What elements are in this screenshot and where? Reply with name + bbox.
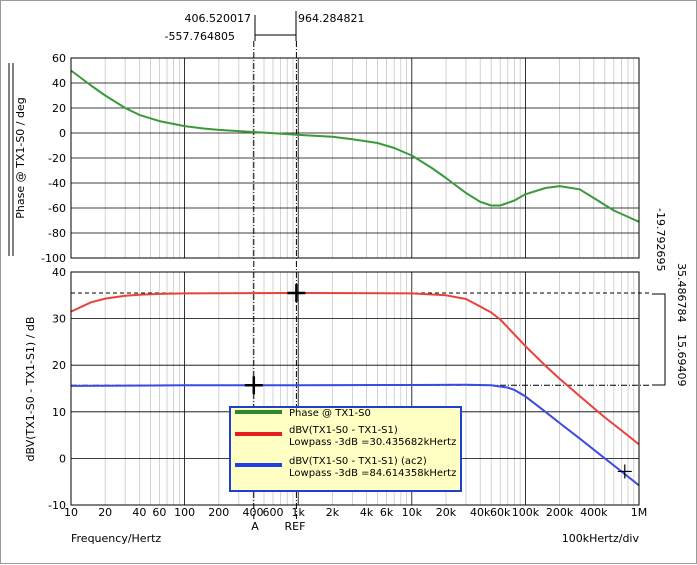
legend-box bbox=[229, 406, 462, 492]
legend-label-gain-ac2: dBV(TX1-S0 - TX1-S1) (ac2) bbox=[289, 456, 427, 467]
x-tick-label: 100 bbox=[174, 506, 195, 519]
legend-label-gain: dBV(TX1-S0 - TX1-S1) bbox=[289, 425, 398, 436]
gain-side-readout-2: 15.69409 bbox=[675, 334, 688, 387]
x-tick-label: 1k bbox=[292, 506, 306, 519]
legend-label-phase: Phase @ TX1-S0 bbox=[289, 408, 371, 419]
x-axis-ticks: 10 20 40 60 100 200 400 600 1k 2k 4k 6k 10k 20k 40k 60k… bbox=[64, 506, 647, 519]
x-tick-label: 2k bbox=[326, 506, 340, 519]
bottom-y-tick-label: 30 bbox=[52, 313, 66, 326]
x-tick-label: 20 bbox=[98, 506, 112, 519]
x-tick-label: 600 bbox=[262, 506, 283, 519]
top-y-tick-label: -80 bbox=[48, 227, 66, 240]
x-tick-label: 60k bbox=[490, 506, 511, 519]
cursor-a-readout: 406.520017 bbox=[185, 12, 251, 25]
top-y-tick-label: -60 bbox=[48, 202, 66, 215]
phase-side-readout: -19.792695 bbox=[654, 208, 667, 271]
bottom-y-tick-label: 10 bbox=[52, 406, 66, 419]
x-tick-label: 40 bbox=[132, 506, 146, 519]
x-scale-text: 100kHertz/div bbox=[562, 532, 640, 545]
cursor-ref-readout: 964.284821 bbox=[298, 12, 364, 25]
x-tick-label: 40k bbox=[470, 506, 491, 519]
gain-ac2-series-line bbox=[70, 383, 640, 487]
bottom-panel-y-label: dBV(TX1-S0 - TX1-S1) / dB bbox=[24, 317, 37, 462]
x-tick-label: 100k bbox=[512, 506, 540, 519]
x-tick-label: 20k bbox=[436, 506, 457, 519]
top-y-tick-label: -40 bbox=[48, 177, 66, 190]
top-y-tick-label: -20 bbox=[48, 152, 66, 165]
top-y-tick-label: 20 bbox=[52, 102, 66, 115]
top-panel-grid bbox=[70, 57, 639, 259]
phase-series-line bbox=[70, 69, 640, 223]
gain-side-readout-1: 35.486784 bbox=[675, 263, 688, 323]
bottom-panel-y-ticks: 40 30 20 10 0 -10 bbox=[48, 266, 66, 512]
legend-label-gain-cutoff: Lowpass -3dB =30.435682kHertz bbox=[289, 437, 456, 448]
legend-label-gain-ac2-cutoff: Lowpass -3dB =84.614358kHertz bbox=[289, 468, 456, 479]
x-axis-label: Frequency/Hertz bbox=[71, 532, 161, 545]
top-y-tick-label: -100 bbox=[41, 252, 66, 265]
cursor-delta-readout: -557.764805 bbox=[165, 30, 235, 43]
x-tick-label: 400 bbox=[242, 506, 263, 519]
x-tick-label: 200k bbox=[546, 506, 574, 519]
x-tick-label: 200 bbox=[208, 506, 229, 519]
x-tick-label: 400k bbox=[580, 506, 608, 519]
bottom-panel-frame bbox=[70, 271, 640, 506]
x-tick-label: 6k bbox=[380, 506, 394, 519]
bottom-y-tick-label: 20 bbox=[52, 359, 66, 372]
cursor-ref-label[interactable]: REF bbox=[285, 520, 306, 533]
x-tick-label: 10k bbox=[402, 506, 423, 519]
cursor-markers[interactable] bbox=[244, 284, 632, 479]
gain-side-bracket-1 bbox=[652, 293, 666, 386]
top-y-tick-label: 40 bbox=[52, 77, 66, 90]
x-tick-label: 10 bbox=[64, 506, 78, 519]
x-tick-label: 60 bbox=[152, 506, 166, 519]
gain-series-line bbox=[70, 292, 640, 446]
x-tick-label: 1M bbox=[631, 506, 648, 519]
top-y-tick-label: 60 bbox=[52, 52, 66, 65]
bottom-y-tick-label: 0 bbox=[59, 452, 66, 465]
top-y-tick-label: 0 bbox=[59, 127, 66, 140]
legend[interactable]: Phase @ TX1-S0 dBV(TX1-S0 - TX1-S1) Lowp… bbox=[229, 406, 462, 492]
bottom-y-tick-label: 40 bbox=[52, 266, 66, 279]
top-panel-frame bbox=[70, 57, 640, 259]
top-panel-y-label: Phase @ TX1-S0 / deg bbox=[14, 97, 27, 218]
bottom-y-tick-label: -10 bbox=[48, 499, 66, 512]
top-panel-y-ticks: 60 40 20 0 -20 -40 -60 -80 -100 bbox=[41, 52, 66, 265]
cursor-a-label[interactable]: A bbox=[251, 520, 259, 533]
x-tick-label: 4k bbox=[360, 506, 374, 519]
series-lines bbox=[70, 69, 640, 487]
